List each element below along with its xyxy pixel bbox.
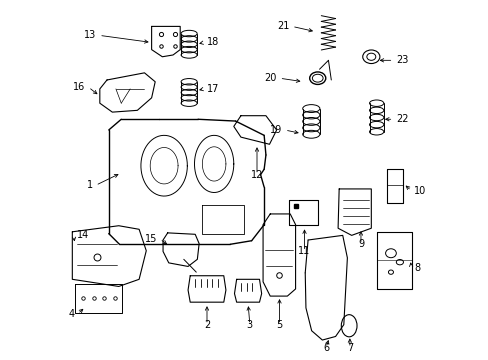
Text: 21: 21 bbox=[276, 21, 288, 31]
Text: 17: 17 bbox=[206, 84, 219, 94]
Text: 5: 5 bbox=[276, 320, 282, 330]
Text: 15: 15 bbox=[144, 234, 157, 244]
Text: 10: 10 bbox=[413, 186, 426, 196]
Text: 18: 18 bbox=[206, 37, 219, 48]
Text: 7: 7 bbox=[346, 343, 352, 353]
Text: 14: 14 bbox=[77, 230, 89, 240]
Text: 11: 11 bbox=[298, 247, 310, 256]
Text: 20: 20 bbox=[264, 73, 276, 83]
Text: 6: 6 bbox=[322, 343, 328, 353]
Text: 23: 23 bbox=[395, 55, 408, 65]
Text: 13: 13 bbox=[84, 30, 96, 40]
Text: 12: 12 bbox=[250, 170, 263, 180]
Text: 16: 16 bbox=[73, 82, 85, 92]
Text: 8: 8 bbox=[413, 262, 420, 273]
Text: 22: 22 bbox=[395, 114, 408, 124]
Text: 9: 9 bbox=[357, 239, 363, 249]
Text: 1: 1 bbox=[86, 180, 93, 190]
Text: 4: 4 bbox=[68, 309, 75, 319]
Text: 19: 19 bbox=[269, 125, 282, 135]
Text: 2: 2 bbox=[203, 320, 210, 330]
Text: 3: 3 bbox=[246, 320, 252, 330]
